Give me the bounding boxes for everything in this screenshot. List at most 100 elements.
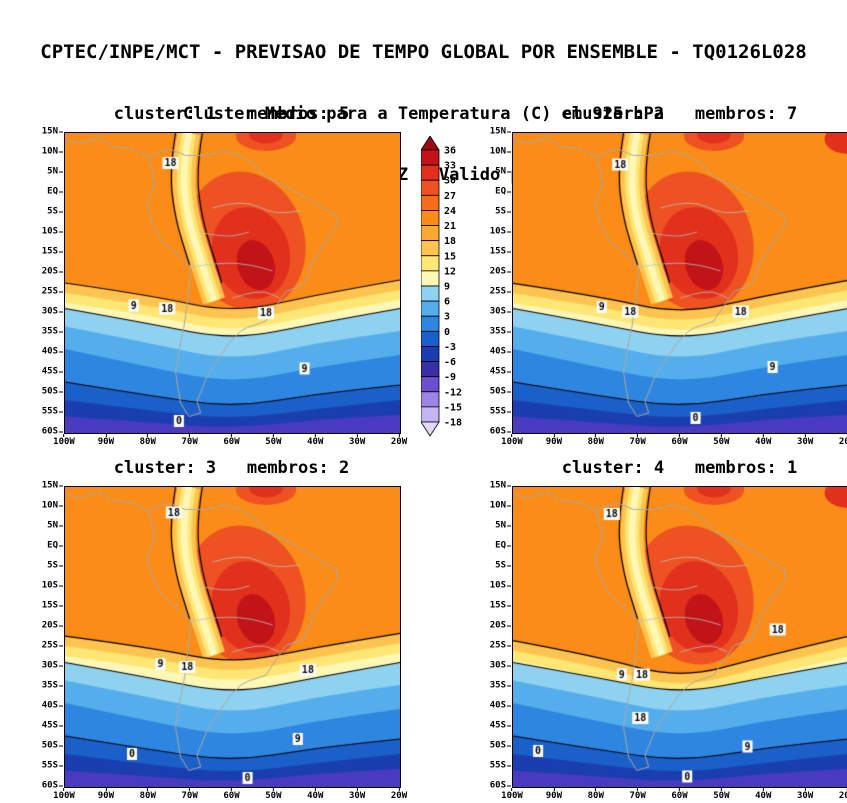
tick-mark: [189, 788, 191, 791]
lat-tick-label: 10N: [41, 500, 63, 511]
colorbar-cell: [420, 330, 440, 347]
lat-tick-text: 45S: [41, 720, 58, 731]
lat-tick-label: 15N: [41, 126, 63, 137]
lat-tick-text: 20S: [41, 620, 58, 631]
tick-mark: [59, 505, 63, 507]
colorbar-cell: [420, 406, 440, 423]
lon-tick-text: 80W: [139, 437, 156, 447]
lon-axis: 100W 90W 80W 70W 60W 50W 40W 30W 20W: [53, 434, 407, 450]
lat-tick-text: 55S: [489, 406, 506, 417]
lat-tick-text: 45S: [41, 366, 58, 377]
panel-title: cluster: 3 membros: 2: [113, 458, 350, 478]
lon-tick-label: 20W: [839, 788, 847, 801]
colorbar-cell: [420, 300, 440, 317]
tick-mark: [507, 411, 511, 413]
tick-mark: [637, 788, 639, 791]
panel-cluster-1: cluster: 1 membros: 5 15N 10N 5N EQ 5S 10S 15S…: [28, 104, 407, 447]
colorbar-level-label: 0: [444, 327, 450, 338]
lat-tick-text: 5N: [495, 166, 506, 177]
lat-tick-text: 10N: [41, 146, 58, 157]
colorbar-level-label: -12: [444, 387, 462, 398]
lon-tick-text: 20W: [390, 791, 408, 801]
colorbar-level-label: 36: [444, 146, 456, 157]
lat-tick-label: 10S: [490, 227, 511, 237]
lat-tick-text: 30S: [41, 306, 58, 317]
lat-tick-text: EQ: [47, 540, 58, 551]
lat-tick-label: 20S: [41, 266, 63, 277]
lat-tick-label: 10S: [42, 581, 63, 591]
lat-axis: 15N 10N 5N EQ 5S 10S 15S 20S 25S 30S 35S 40S 45S 50S 5…: [476, 127, 511, 436]
lat-tick-label: 50S: [490, 387, 511, 397]
lon-tick-label: 100W: [53, 788, 75, 801]
temperature-colorbar: 36 33 30 27 24 21 18 15 12 9 6 3 0 -3 -6 -9 -12 -15 -18: [420, 135, 483, 438]
lat-tick-text: 60S: [489, 780, 506, 791]
lon-tick-text: 40W: [755, 437, 772, 447]
lat-tick-text: 55S: [41, 760, 58, 771]
lat-tick-text: 10N: [41, 500, 58, 511]
tick-mark: [553, 434, 555, 437]
lat-tick-label: 35S: [490, 681, 511, 691]
lat-tick-text: EQ: [495, 186, 506, 197]
lon-tick-label: 30W: [349, 788, 365, 801]
tick-mark: [507, 311, 511, 313]
tick-mark: [507, 705, 511, 707]
lat-tick-text: 40S: [41, 700, 58, 711]
lon-tick-text: 70W: [629, 791, 646, 801]
tick-mark: [507, 685, 511, 687]
lat-tick-text: 5N: [47, 166, 58, 177]
lat-tick-label: 45S: [490, 367, 511, 377]
lat-tick-label: 15N: [42, 481, 63, 491]
lon-tick-text: 50W: [713, 437, 730, 447]
lon-tick-label: 90W: [546, 788, 562, 801]
tick-mark: [59, 371, 63, 373]
tick-mark: [59, 291, 63, 293]
lon-tick-label: 30W: [797, 434, 813, 447]
lon-tick-text: 30W: [348, 791, 366, 801]
colorbar-level-label: 15: [444, 251, 456, 262]
lat-tick-text: 15S: [489, 246, 506, 257]
lon-tick-text: 80W: [587, 437, 604, 447]
lat-tick-label: 10N: [41, 146, 63, 157]
tick-mark: [59, 411, 63, 413]
lat-tick-label: 60S: [42, 781, 63, 791]
temperature-map-canvas: [64, 132, 401, 434]
lat-tick-text: 20S: [41, 266, 58, 277]
tick-mark: [507, 625, 511, 627]
tick-mark: [398, 434, 400, 437]
lon-tick-label: 20W: [391, 434, 407, 447]
lat-axis: 15N 10N 5N EQ 5S 10S 15S 20S 25S 30S 35S 40S 45S 50S 5…: [28, 481, 63, 790]
panel-cluster-2: cluster: 2 membros: 7 15N 10N 5N EQ 5S 10S 15S…: [476, 104, 847, 447]
lat-tick-label: 55S: [41, 760, 63, 771]
lat-tick-text: 5S: [495, 560, 506, 571]
panel-title: cluster: 4 membros: 1: [561, 458, 798, 478]
lat-axis: 15N 10N 5N EQ 5S 10S 15S 20S 25S 30S 35S 40S 45S 50S 5…: [28, 127, 63, 436]
lon-tick-text: 60W: [223, 437, 240, 447]
lat-tick-label: 5S: [47, 207, 63, 217]
lat-tick-label: 20S: [489, 620, 511, 631]
lat-tick-text: 20S: [489, 620, 506, 631]
tick-mark: [147, 434, 149, 437]
lat-tick-label: 50S: [490, 741, 511, 751]
lat-tick-text: 50S: [41, 740, 58, 751]
tick-mark: [507, 505, 511, 507]
lat-tick-label: EQ: [495, 186, 511, 197]
lat-tick-text: 25S: [41, 286, 58, 297]
colorbar-cell: [420, 270, 440, 287]
lat-tick-text: 25S: [489, 286, 506, 297]
lon-tick-label: 100W: [53, 434, 75, 447]
lat-tick-label: 20S: [490, 267, 511, 277]
lon-tick-label: 20W: [391, 788, 407, 801]
lat-tick-label: 30S: [42, 661, 63, 671]
tick-mark: [59, 151, 63, 153]
lat-tick-label: 15N: [490, 481, 511, 491]
tick-mark: [507, 231, 511, 233]
lat-tick-text: 15N: [41, 126, 58, 137]
tick-mark: [59, 605, 63, 607]
lat-tick-label: 40S: [42, 347, 63, 357]
lon-tick-label: 60W: [671, 434, 688, 447]
lat-tick-label: 25S: [41, 286, 63, 297]
lat-tick-label: 5N: [495, 166, 511, 177]
lat-tick-label: 55S: [490, 761, 511, 771]
tick-mark: [59, 565, 63, 567]
